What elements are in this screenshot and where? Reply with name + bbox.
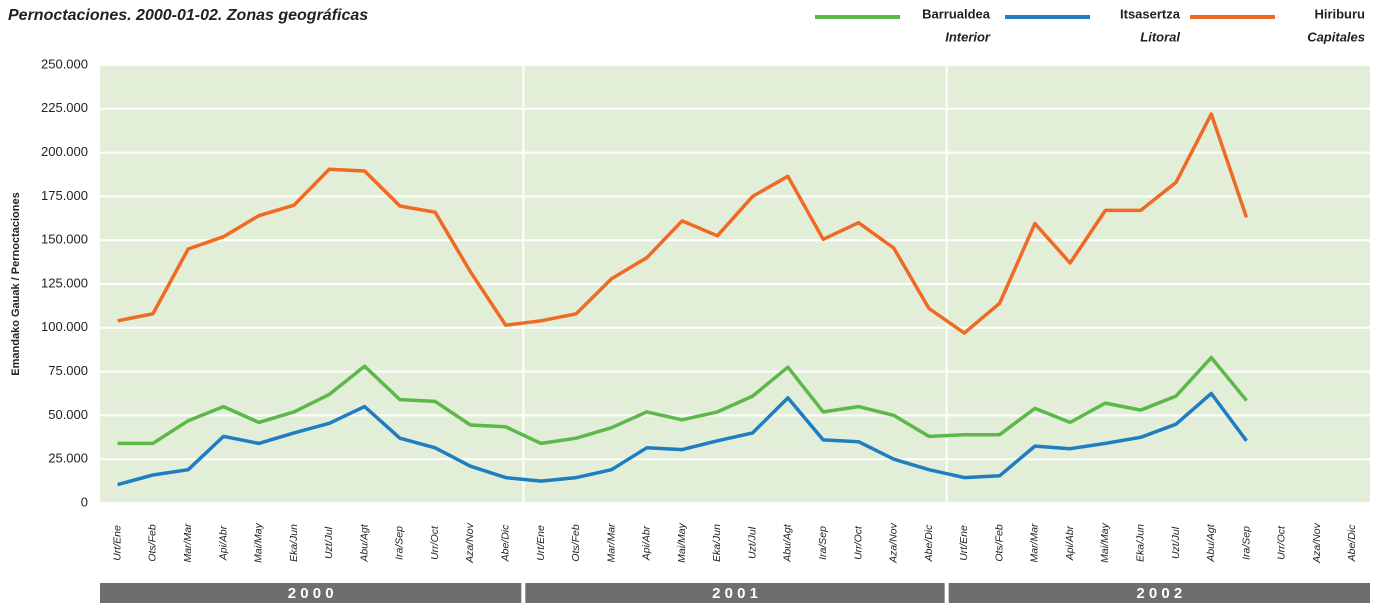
x-tick-label: Eka/Jun: [711, 524, 723, 562]
x-tick-label: Urt/Ene: [958, 525, 970, 561]
y-tick-label: 100.000: [41, 319, 88, 334]
x-tick-label: Api/Abr: [1064, 525, 1076, 561]
x-tick-label: Ots/Feb: [570, 524, 582, 562]
x-tick-label: Uzt/Jul: [1170, 526, 1182, 559]
series-line: [117, 112, 1249, 335]
y-tick-label: 175.000: [41, 188, 88, 203]
x-tick-label: Ira/Sep: [817, 526, 829, 560]
x-tick-label: Aza/Nov: [464, 522, 476, 563]
y-axis-label: Emandako Gauak / Pernoctaciones: [10, 192, 22, 375]
x-tick-label: Abe/Dic: [1346, 524, 1358, 563]
x-tick-label: Abe/Dic: [499, 524, 511, 563]
y-tick-label: 150.000: [41, 232, 88, 247]
y-tick-label: 250.000: [41, 56, 88, 71]
x-tick-label: Uzt/Jul: [323, 526, 335, 559]
series-line: [117, 355, 1248, 446]
x-tick-label: Eka/Jun: [288, 524, 300, 562]
x-tick-label: Eka/Jun: [1134, 524, 1146, 562]
x-tick-label: Mar/Mar: [1029, 523, 1041, 563]
group-label: 2 0 0 1: [712, 585, 758, 602]
legend-sublabel: Interior: [945, 29, 991, 44]
x-tick-label: Abu/Agt: [782, 523, 794, 562]
legend-label: Itsasertza: [1120, 6, 1181, 21]
x-tick-label: Urr/Oct: [1276, 525, 1288, 560]
x-tick-label: Ots/Feb: [147, 524, 159, 562]
x-tick-label: Mai/May: [676, 522, 688, 562]
x-tick-label: Ira/Sep: [1240, 526, 1252, 560]
x-tick-label: Api/Abr: [217, 525, 229, 561]
chart-title: Pernoctaciones. 2000-01-02. Zonas geográ…: [8, 7, 368, 24]
y-tick-label: 225.000: [41, 100, 88, 115]
x-tick-label: Urt/Ene: [535, 525, 547, 561]
group-label: 2 0 0 0: [288, 585, 334, 602]
x-tick-label: Abu/Agt: [1205, 523, 1217, 562]
x-tick-label: Mar/Mar: [182, 523, 194, 563]
legend-label: Hiriburu: [1314, 6, 1365, 21]
x-tick-label: Abu/Agt: [358, 523, 370, 562]
group-band: [100, 583, 522, 603]
series-line: [117, 391, 1248, 487]
y-tick-label: 50.000: [48, 407, 88, 422]
legend-sublabel: Capitales: [1307, 29, 1365, 44]
x-tick-label: Ira/Sep: [394, 526, 406, 560]
y-tick-label: 125.000: [41, 275, 88, 290]
group-label: 2 0 0 2: [1136, 585, 1182, 602]
x-tick-label: Mar/Mar: [605, 523, 617, 563]
x-tick-label: Ots/Feb: [993, 524, 1005, 562]
y-tick-label: 0: [81, 494, 88, 509]
y-tick-label: 200.000: [41, 144, 88, 159]
x-tick-label: Mai/May: [253, 522, 265, 562]
group-band: [948, 583, 1370, 603]
y-tick-label: 25.000: [48, 451, 88, 466]
legend-sublabel: Litoral: [1140, 29, 1180, 44]
x-tick-label: Urr/Oct: [429, 525, 441, 560]
x-tick-label: Uzt/Jul: [746, 526, 758, 559]
x-tick-label: Aza/Nov: [888, 522, 900, 563]
x-tick-label: Aza/Nov: [1311, 522, 1323, 563]
x-tick-label: Urr/Oct: [852, 525, 864, 560]
x-tick-label: Urt/Ene: [111, 525, 123, 561]
x-tick-label: Mai/May: [1099, 522, 1111, 562]
x-tick-label: Api/Abr: [641, 525, 653, 561]
legend-label: Barrualdea: [922, 6, 991, 21]
group-band: [525, 583, 945, 603]
x-tick-label: Abe/Dic: [923, 524, 935, 563]
y-tick-label: 75.000: [48, 363, 88, 378]
